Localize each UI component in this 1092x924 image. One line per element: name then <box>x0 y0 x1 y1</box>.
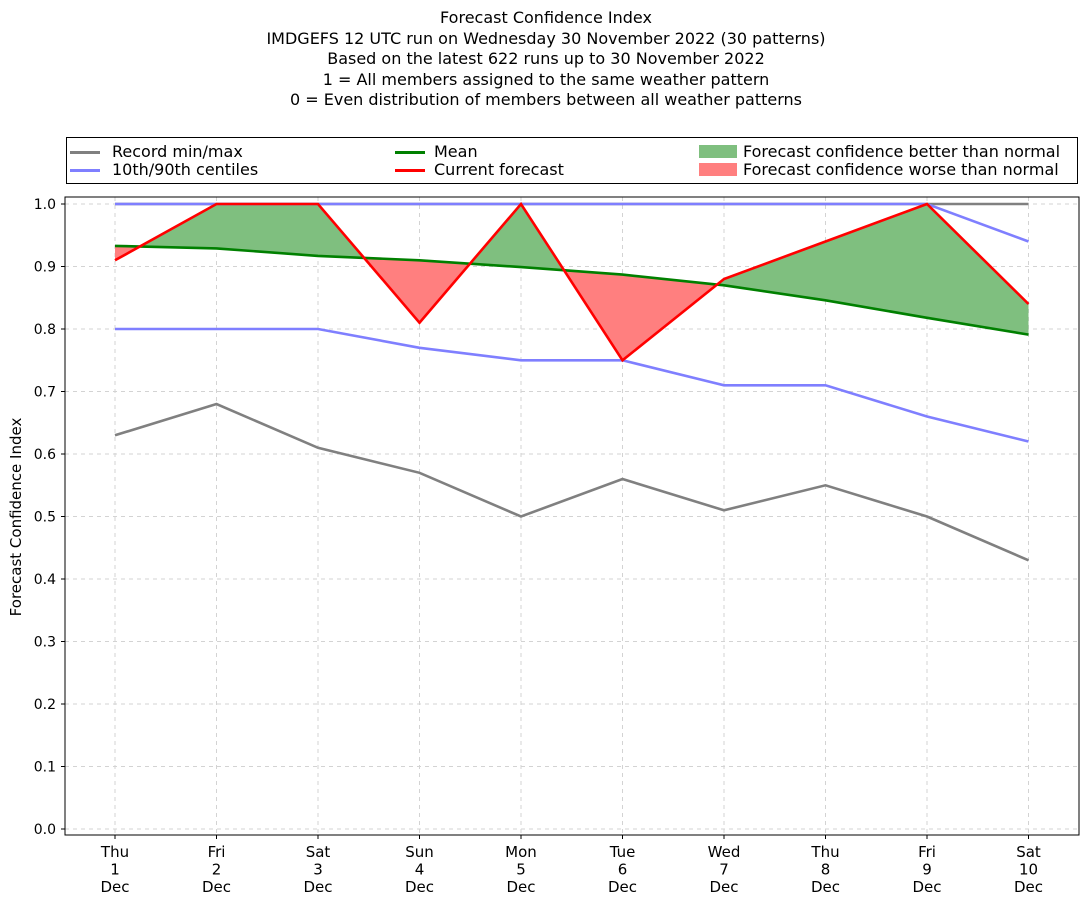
legend-label-record: Record min/max <box>112 142 243 161</box>
x-tick-label: 10 <box>1019 861 1038 879</box>
x-tick-label: Sat <box>306 843 331 861</box>
legend-swatch-better <box>699 145 737 158</box>
y-tick-label: 0.0 <box>34 822 56 838</box>
y-tick-label: 0.8 <box>34 322 56 338</box>
line-record-min <box>114 402 1030 562</box>
x-tick-label: Dec <box>709 878 738 896</box>
y-tick-label: 0.9 <box>34 260 56 276</box>
fill-better-than-normal <box>724 241 826 301</box>
legend-swatch-mean <box>395 151 425 154</box>
y-axis-label: Forecast Confidence Index <box>7 418 25 617</box>
legend-swatch-worse <box>699 163 737 176</box>
axes: 0.00.10.20.30.40.50.60.70.80.91.0Thu1Dec… <box>34 197 1043 896</box>
legend-label-centiles: 10th/90th centiles <box>112 160 259 179</box>
line-10th-centile <box>115 327 1029 443</box>
x-tick-label: Sat <box>1016 843 1041 861</box>
x-tick-label: Dec <box>811 878 840 896</box>
legend: Record min/max 10th/90th centiles Mean C… <box>66 137 1078 184</box>
x-tick-label: 9 <box>922 861 932 879</box>
legend-swatch-centiles <box>70 169 100 172</box>
fill-worse-than-normal <box>622 274 718 361</box>
x-tick-label: 2 <box>212 861 222 879</box>
x-tick-label: Dec <box>405 878 434 896</box>
legend-swatch-current <box>395 169 425 172</box>
x-tick-label: Dec <box>608 878 637 896</box>
x-tick-label: 8 <box>821 861 831 879</box>
fill-better-than-normal <box>216 204 318 256</box>
x-tick-label: 1 <box>110 861 120 879</box>
x-tick-label: Wed <box>708 843 741 861</box>
x-tick-label: 7 <box>719 861 729 879</box>
legend-label-current: Current forecast <box>434 160 564 179</box>
y-tick-label: 0.5 <box>34 510 56 526</box>
x-tick-label: Mon <box>505 843 537 861</box>
line-current-forecast <box>114 201 1030 363</box>
y-tick-label: 0.4 <box>34 572 56 588</box>
x-tick-label: Dec <box>506 878 535 896</box>
y-tick-label: 0.3 <box>34 635 56 651</box>
title-line-4: 1 = All members assigned to the same wea… <box>322 69 770 89</box>
title-line-2: IMDGEFS 12 UTC run on Wednesday 30 Novem… <box>266 28 826 48</box>
line-mean <box>114 244 1029 336</box>
y-tick-label: 0.2 <box>34 697 56 713</box>
title-line-3: Based on the latest 622 runs up to 30 No… <box>327 49 765 68</box>
x-tick-label: Fri <box>918 843 936 861</box>
x-tick-label: 5 <box>516 861 526 879</box>
x-tick-label: 4 <box>415 861 425 879</box>
x-tick-label: 3 <box>313 861 323 879</box>
y-tick-label: 1.0 <box>34 197 56 213</box>
fill-better-than-normal <box>825 204 927 318</box>
y-tick-label: 0.7 <box>34 385 56 401</box>
x-tick-label: Dec <box>303 878 332 896</box>
x-tick-label: Dec <box>202 878 231 896</box>
legend-label-worse: Forecast confidence worse than normal <box>743 160 1059 179</box>
y-tick-label: 0.1 <box>34 760 56 776</box>
x-tick-label: Thu <box>810 843 839 861</box>
legend-swatch-record <box>70 151 100 154</box>
legend-label-better: Forecast confidence better than normal <box>743 142 1061 161</box>
chart-title: Forecast Confidence Index IMDGEFS 12 UTC… <box>0 8 1092 111</box>
x-tick-label: Thu <box>100 843 129 861</box>
x-tick-label: Fri <box>208 843 226 861</box>
x-tick-label: Dec <box>1014 878 1043 896</box>
series-lines <box>114 201 1030 562</box>
x-tick-label: Dec <box>912 878 941 896</box>
title-line-5: 0 = Even distribution of members between… <box>289 90 803 109</box>
fill-better-than-normal <box>927 204 1029 335</box>
x-tick-label: Sun <box>405 843 434 861</box>
x-tick-label: Tue <box>609 843 636 861</box>
y-tick-label: 0.6 <box>34 447 56 463</box>
legend-label-mean: Mean <box>434 142 478 161</box>
x-tick-label: Dec <box>100 878 129 896</box>
title-line-1: Forecast Confidence Index <box>440 8 652 27</box>
x-tick-label: 6 <box>618 861 628 879</box>
